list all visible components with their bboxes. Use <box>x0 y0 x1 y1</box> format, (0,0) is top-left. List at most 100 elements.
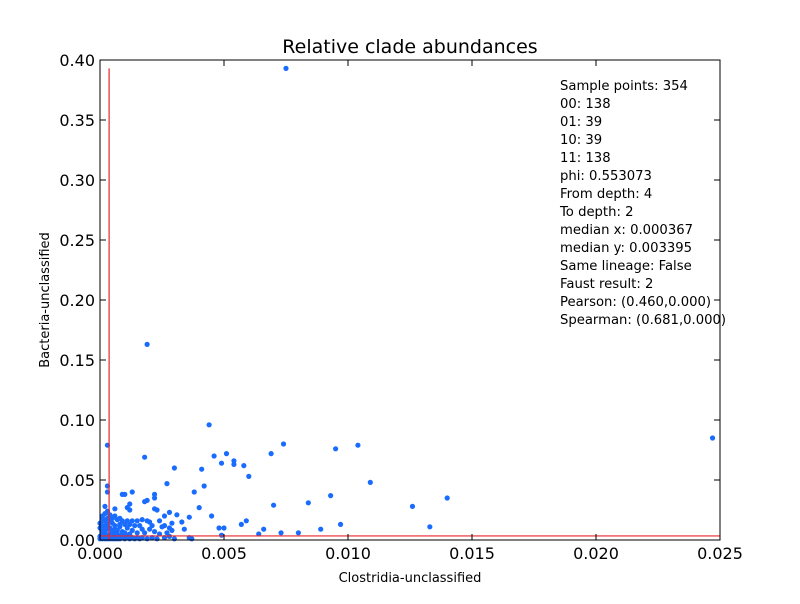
x-tick-label: 0.000 <box>77 544 123 563</box>
data-point <box>409 503 416 509</box>
data-point <box>117 524 123 530</box>
data-point <box>164 530 170 536</box>
data-point <box>166 509 173 515</box>
data-point <box>109 531 115 537</box>
y-tick-label: 0.25 <box>59 231 95 250</box>
data-point <box>139 517 145 523</box>
data-point <box>112 506 118 512</box>
data-point <box>218 460 225 466</box>
data-point <box>124 525 130 531</box>
annotation-line: To depth: 2 <box>559 205 633 220</box>
data-point <box>171 536 177 542</box>
data-point <box>134 530 140 536</box>
x-axis-label: Clostridia-unclassified <box>339 571 482 586</box>
data-point <box>99 515 106 522</box>
data-point <box>295 530 301 536</box>
data-point <box>278 530 284 536</box>
data-point <box>134 518 140 524</box>
data-point <box>164 481 170 487</box>
y-tick-label: 0.15 <box>59 351 95 370</box>
data-point <box>124 505 130 511</box>
data-point <box>283 65 289 71</box>
data-point <box>333 446 339 452</box>
x-tick-label: 0.025 <box>697 544 743 563</box>
data-point <box>367 479 373 485</box>
data-point <box>241 463 247 469</box>
y-tick-label: 0.30 <box>59 171 95 190</box>
data-point <box>181 526 187 532</box>
annotation-line: Spearman: (0.681,0.000) <box>560 313 726 328</box>
data-point <box>161 523 168 529</box>
annotation-line: Sample points: 354 <box>560 79 688 94</box>
annotation-line: 00: 138 <box>560 97 611 112</box>
y-axis-label: Bacteria-unclassified <box>38 232 53 368</box>
y-tick-label: 0.10 <box>59 411 95 430</box>
data-point <box>107 512 113 518</box>
data-point <box>132 523 138 529</box>
data-point <box>271 502 277 508</box>
data-point <box>355 442 361 448</box>
data-point <box>117 515 123 522</box>
data-point <box>142 499 148 505</box>
data-point <box>149 523 155 529</box>
data-point <box>216 525 222 531</box>
data-point <box>256 531 262 537</box>
chart-title: Relative clade abundances <box>282 36 537 58</box>
annotation-line: Same lineage: False <box>560 259 692 274</box>
data-point <box>209 513 215 519</box>
annotation-line: phi: 0.553073 <box>560 169 652 184</box>
data-point <box>238 521 244 528</box>
data-point <box>196 505 202 511</box>
y-tick-label: 0.20 <box>59 291 95 310</box>
data-point <box>154 536 160 542</box>
data-point <box>231 461 237 467</box>
data-point <box>156 531 163 537</box>
data-point <box>221 525 227 531</box>
data-point <box>444 495 450 501</box>
annotation-line: 10: 39 <box>560 133 602 148</box>
annotation-line: Pearson: (0.460,0.000) <box>560 295 711 310</box>
data-point <box>154 507 160 513</box>
data-point <box>144 536 150 542</box>
x-tick-label: 0.015 <box>449 544 495 563</box>
annotation-line: median y: 0.003395 <box>560 241 692 256</box>
data-point <box>268 451 274 457</box>
data-point <box>156 518 163 524</box>
data-point <box>427 524 433 530</box>
data-point <box>201 483 207 489</box>
data-point <box>112 523 118 529</box>
points-layer <box>97 65 716 542</box>
annotation-line: Faust result: 2 <box>560 277 653 292</box>
data-point <box>112 526 118 532</box>
x-tick-label: 0.020 <box>573 544 619 563</box>
data-point <box>305 500 311 506</box>
data-point <box>124 532 130 538</box>
annotation-line: 01: 39 <box>560 115 602 130</box>
ticks-layer: 0.000 0.005 0.010 0.015 0.020 0.025 0.00 0.05 0.… <box>59 51 743 563</box>
data-point <box>129 489 135 495</box>
median-lines <box>100 68 720 540</box>
y-tick-label: 0.00 <box>59 531 95 550</box>
data-point <box>161 513 168 519</box>
data-point <box>328 493 334 499</box>
data-point <box>206 422 212 428</box>
x-tick-label: 0.010 <box>325 544 371 563</box>
data-point <box>709 435 716 441</box>
stats-annotation: Sample points: 354 00: 138 01: 39 10: 39 11:… <box>559 79 726 328</box>
data-point <box>246 473 252 479</box>
data-point <box>144 341 150 347</box>
data-point <box>261 526 267 532</box>
data-point <box>189 536 195 542</box>
y-tick-label: 0.40 <box>59 51 95 70</box>
annotation-line: From depth: 4 <box>560 187 652 202</box>
data-point <box>186 514 192 520</box>
annotation-line: 11: 138 <box>560 151 611 166</box>
annotation-line: median x: 0.000367 <box>560 223 693 238</box>
data-point <box>142 454 148 460</box>
data-point <box>243 518 249 524</box>
data-point <box>166 525 173 531</box>
data-point <box>174 512 180 518</box>
data-point <box>169 520 175 526</box>
data-point <box>179 519 185 525</box>
data-point <box>318 526 324 532</box>
